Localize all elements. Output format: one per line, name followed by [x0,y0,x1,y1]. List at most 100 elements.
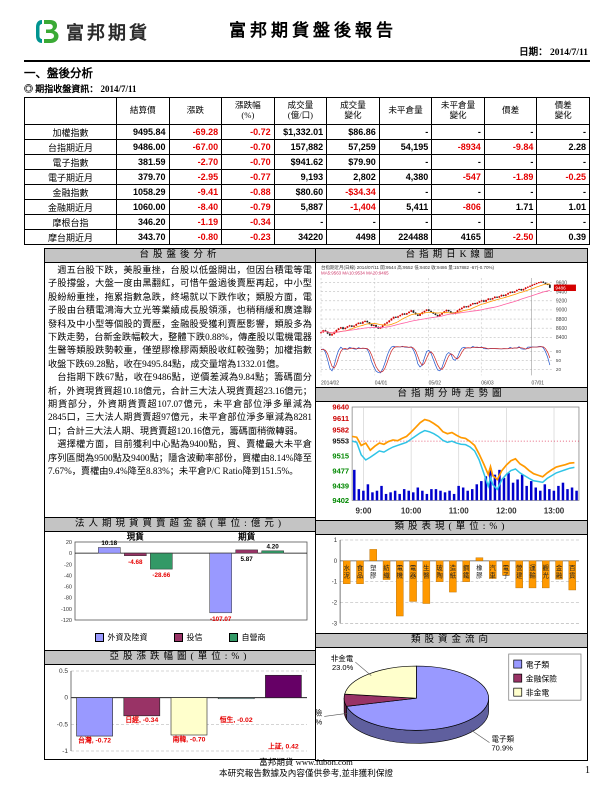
value-cell: 1.71 [483,199,538,215]
value-cell: -1.89 [483,169,538,185]
svg-text:現貨: 現貨 [127,532,145,542]
value-cell: - [536,154,590,170]
svg-text:營建: 營建 [516,563,523,580]
date-value: 2014/7/11 [549,48,588,58]
svg-text:13:00: 13:00 [544,506,565,515]
svg-text:80: 80 [556,349,562,354]
pie-panel: 類股資金流向 電子類70.9%金融保險6.1%非金電23.0%電子類金融保險非金… [315,633,588,761]
svg-text:-40: -40 [64,573,72,579]
table-row: 加權指數 9495.84 -69.28 -0.72 $1,332.01 $86.86- - -… [24,124,590,140]
analysis-panel-title: 台股盤後分析 [45,249,315,263]
value-cell: -0.23 [221,229,275,245]
report-date: 日期： 2014/7/11 [519,44,588,58]
table-row: 台指期近月 9486.00 -67.00 -0.70 157,882 57,259 54,1… [24,139,590,155]
svg-text:10:00: 10:00 [401,506,422,515]
svg-text:南韓, -0.70: 南韓, -0.70 [173,734,206,743]
value-cell: -8934 [431,139,485,155]
row-label: 金融指數 [24,184,117,200]
svg-text:非金電: 非金電 [331,653,354,663]
value-cell: 4165 [431,229,485,245]
value-cell: -9.41 [168,184,223,200]
report-title: 富邦期貨盤後報告 [229,21,397,40]
sectors-panel: 類股表現(單位:%) 1 0 -1 -2 -3 水泥 食品 塑膠 紡織 電機 電器 生醫 玻陶 造紙 鋼鐵橡… [315,520,588,634]
value-cell: - [483,184,538,200]
column-header: 漲跌 [168,97,223,125]
value-cell: -0.72 [221,124,275,140]
value-cell: -0.25 [536,169,590,185]
svg-text:20: 20 [66,540,72,546]
svg-text:0.5: 0.5 [59,668,68,675]
svg-text:9611: 9611 [333,414,349,423]
value-cell: 9,193 [273,169,328,185]
svg-text:1: 1 [334,538,338,544]
kline-chart: 9600 9400 9200 9000 8800 8600 8400 2014/02 04/01… [316,263,587,386]
legend-item: 投信 [173,632,203,643]
value-cell: - [431,124,485,140]
asia-chart: 0.5 0 -0.5 -1 台灣, -0.72 日經, -0.34 南韓, -0.70 恒生,… [45,665,315,758]
svg-text:12:00: 12:00 [496,506,517,515]
value-cell: 346.20 [116,214,170,230]
svg-text:-80: -80 [64,596,72,602]
value-cell: -0.77 [221,169,275,185]
value-cell: -8.40 [168,199,223,215]
svg-text:70.9%: 70.9% [492,744,514,753]
value-cell: 157,882 [273,139,328,155]
value-cell: -0.80 [168,229,223,245]
column-header: 價差 [483,97,538,125]
table-row: 電子期近月 379.70 -2.95 -0.77 9,193 2,802 4,380 -547… [24,169,590,185]
logo-company-name: 富邦期貨 [66,22,150,43]
column-header: 未平倉量 變化 [431,97,485,125]
value-cell: -2.70 [168,154,223,170]
value-cell: 1060.00 [116,199,170,215]
institutional-legend: 外資及陸資 投信 自營商 [45,628,315,646]
value-cell: 2,802 [326,169,380,185]
analysis-paragraph: 台指期下跌67點，收在9486點，逆價差減為9.84點；籌碼面分析，外資現貨買超… [48,372,312,436]
pie-panel-title: 類股資金流向 [316,634,587,648]
value-cell: - [326,214,380,230]
svg-text:9600: 9600 [556,280,567,286]
svg-text:9:00: 9:00 [355,506,372,515]
value-cell: $941.62 [273,154,328,170]
svg-text:9402: 9402 [332,496,349,505]
svg-text:非金電: 非金電 [526,688,550,698]
svg-text:-28.66: -28.66 [152,572,170,579]
svg-text:日經, -0.34: 日經, -0.34 [125,715,158,724]
svg-text:-2: -2 [332,600,338,606]
value-cell: 1058.29 [116,184,170,200]
svg-text:9477: 9477 [332,467,349,476]
svg-text:金融保險: 金融保險 [526,674,557,684]
value-cell: - [431,184,485,200]
corner-cell [24,97,117,125]
value-cell: - [378,124,433,140]
value-cell: - [378,214,433,230]
value-cell: 9495.84 [116,124,170,140]
value-cell: 1.01 [536,199,590,215]
svg-text:9486: 9486 [555,286,566,291]
value-cell: -1,404 [326,199,380,215]
svg-text:百貨: 百貨 [569,564,575,580]
svg-text:9582: 9582 [332,425,349,434]
value-cell: -1.19 [168,214,223,230]
value-cell: - [431,154,485,170]
row-label: 摩台期近月 [24,229,117,245]
svg-text:9553: 9553 [332,437,349,446]
svg-text:9640: 9640 [332,403,349,412]
value-cell: - [483,124,538,140]
value-cell: $79.90 [326,154,380,170]
value-cell: - [431,214,485,230]
institutional-panel-title: 法人期現貨買賣超金額(單位:億元) [45,518,315,532]
kline-panel-title: 台指期日K線圖 [316,249,587,263]
svg-text:8400: 8400 [556,335,567,341]
svg-text:9439: 9439 [332,481,349,490]
table-row: 金融期近月 1060.00 -8.40 -0.79 5,887 -1,404 5,411 -8… [24,199,590,215]
asia-panel: 亞股漲跌幅圖(單位:%) 0.5 0 -0.5 -1 台灣, -0.72 日經, -0.3… [44,650,316,760]
column-header: 結算價 [116,97,170,125]
svg-text:金融保險: 金融保險 [316,707,323,717]
value-cell: $80.60 [273,184,328,200]
svg-text:8800: 8800 [556,317,567,323]
sectors-chart: 1 0 -1 -2 -3 水泥 食品 塑膠 紡織 電機 電器 生醫 玻陶 造紙 鋼鐵 橡膠 汽車 電子 營建 運輸 觀光… [316,535,587,632]
analysis-paragraph: 週五台股下跌，美股重挫，台股以低盤開出，但因台積電等電子股撐盤，大盤一度由黑翻紅… [48,265,312,369]
intraday-panel-title: 台指期分時走勢圖 [316,388,587,402]
row-label: 摩根台指 [24,214,117,230]
value-cell: -0.34 [221,214,275,230]
